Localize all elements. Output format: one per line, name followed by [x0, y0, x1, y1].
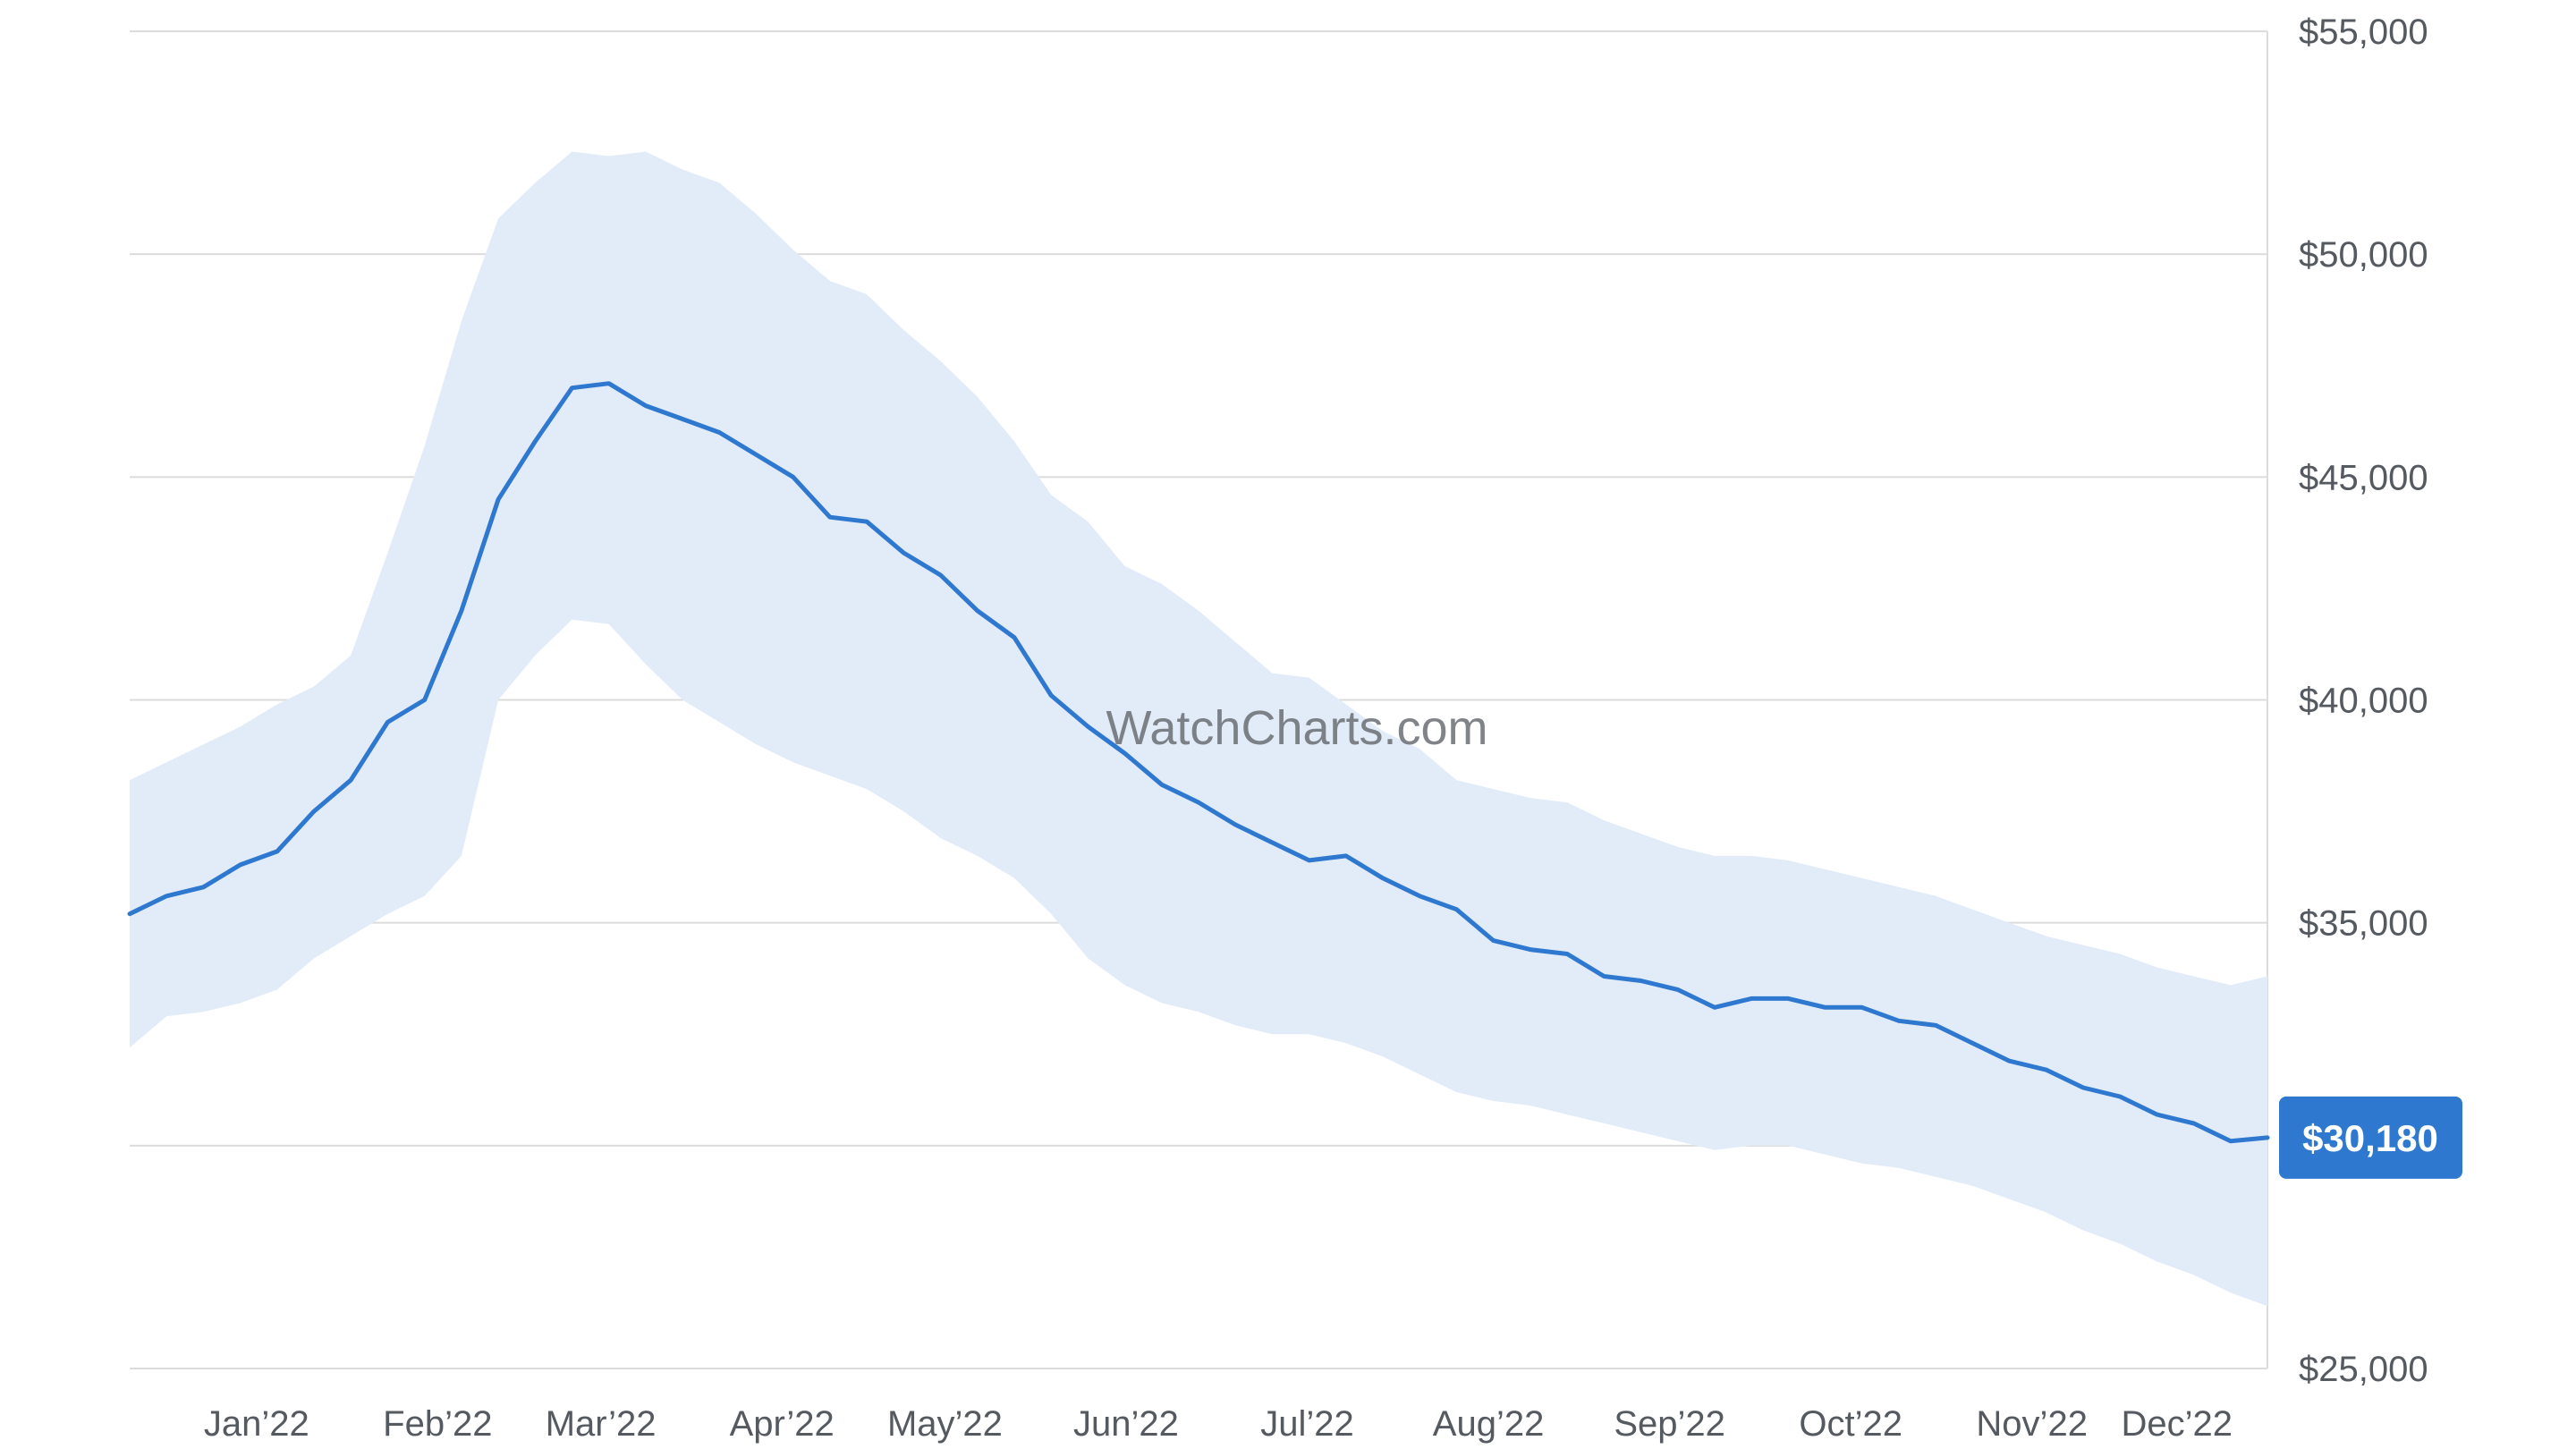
- last-value-badge-text: $30,180: [2302, 1117, 2438, 1159]
- x-axis-tick-labels: Jan’22 Feb’22 Mar’22 Apr’22 May’22 Jun’22 Jul’…: [204, 1404, 2233, 1444]
- x-tick-label: Oct’22: [1799, 1404, 1902, 1444]
- y-tick-label: $55,000: [2299, 13, 2428, 52]
- x-tick-label: Jan’22: [204, 1404, 309, 1444]
- x-tick-label: May’22: [887, 1404, 1003, 1444]
- x-tick-label: Feb’22: [383, 1404, 492, 1444]
- median-price-line: [127, 381, 2270, 1144]
- y-tick-label: $50,000: [2299, 235, 2428, 275]
- band-area: [130, 151, 2267, 1307]
- y-tick-label: $45,000: [2299, 458, 2428, 497]
- y-axis-tick-labels: $25,000 $35,000 $40,000 $45,000 $50,000 $55,0…: [2299, 13, 2428, 1389]
- y-tick-label: $35,000: [2299, 904, 2428, 944]
- x-tick-label: Aug’22: [1433, 1404, 1545, 1444]
- y-tick-label: $25,000: [2299, 1350, 2428, 1389]
- price-range-band: [130, 151, 2267, 1307]
- x-tick-label: Apr’22: [730, 1404, 835, 1444]
- last-value-badge-box: [2279, 1096, 2462, 1179]
- x-tick-label: Mar’22: [546, 1404, 657, 1444]
- watermark-text: WatchCharts.com: [1106, 701, 1487, 755]
- x-tick-label: Dec’22: [2121, 1404, 2233, 1444]
- x-tick-label: Sep’22: [1614, 1404, 1725, 1444]
- x-tick-label: Nov’22: [1976, 1404, 2088, 1444]
- last-value-badge: $30,180: [2279, 1096, 2462, 1179]
- y-tick-label: $40,000: [2299, 682, 2428, 721]
- x-tick-label: Jul’22: [1260, 1404, 1354, 1444]
- median-line-path: [127, 381, 2270, 1144]
- x-tick-label: Jun’22: [1073, 1404, 1179, 1444]
